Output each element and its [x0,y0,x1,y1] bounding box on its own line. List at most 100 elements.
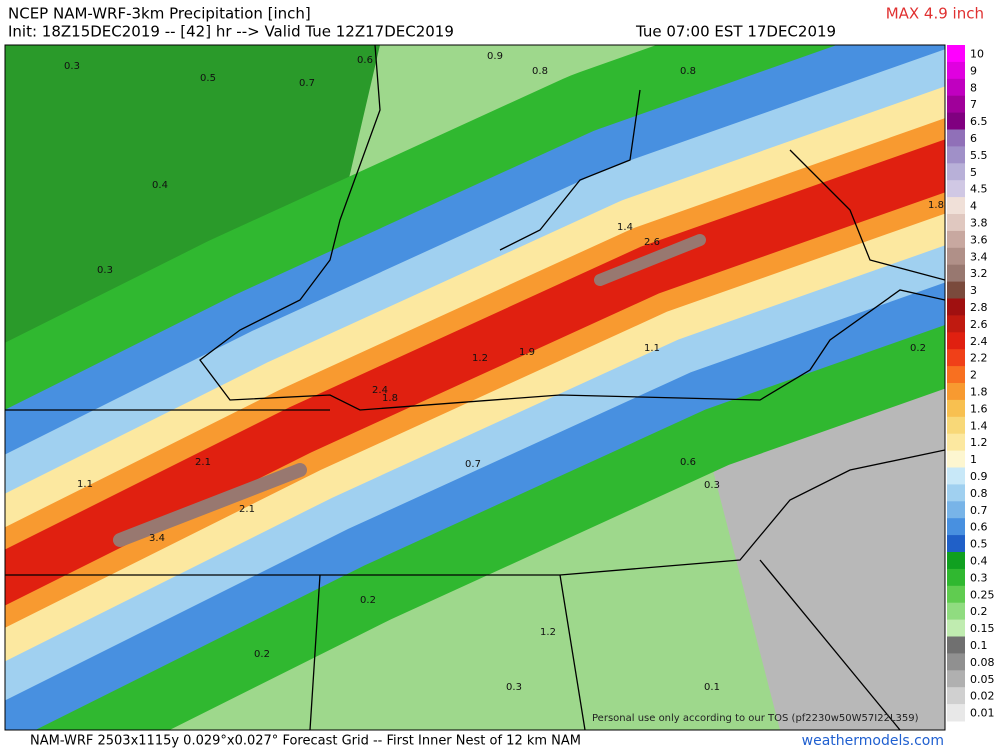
colorbar-label: 0.05 [970,673,995,686]
colorbar-swatch [947,416,965,435]
colorbar-swatch [947,247,965,266]
map-value-label: 0.5 [200,73,216,84]
map-value-label: 1.8 [382,393,398,404]
colorbar-swatch [947,230,965,249]
colorbar-label: 4.5 [970,183,988,196]
map-value-label: 0.3 [97,265,113,276]
colorbar-label: 1.2 [970,436,988,449]
colorbar-label: 0.15 [970,622,995,635]
map-value-label: 0.8 [680,66,696,77]
footer-grid: NAM-WRF 2503x1115y 0.029°x0.027° Forecas… [30,734,581,749]
colorbar-label: 1.6 [970,402,988,415]
colorbar-label: 0.02 [970,690,995,703]
colorbar-swatch [947,264,965,283]
colorbar-label: 1 [970,453,977,466]
max-value: MAX 4.9 inch [886,5,984,23]
colorbar-label: 2.2 [970,352,988,365]
colorbar-swatch [947,180,965,198]
colorbar-label: 0.25 [970,588,995,601]
colorbar-label: 8 [970,81,977,94]
map-value-label: 0.3 [704,480,720,491]
colorbar-label: 5 [970,166,977,179]
colorbar-label: 0.6 [970,521,988,534]
colorbar-swatch [947,197,965,215]
colorbar-label: 10 [970,47,984,60]
valid-time: Tue 07:00 EST 17DEC2019 [635,23,836,41]
colorbar-label: 4 [970,200,977,213]
map-value-label: 1.2 [540,627,556,638]
colorbar-swatch [947,450,965,468]
map-value-label: 1.9 [519,347,535,358]
footer-site: weathermodels.com [802,733,944,749]
colorbar-swatch [947,501,965,519]
colorbar-swatch [947,518,965,536]
map-value-label: 0.7 [465,459,481,470]
band-max [594,234,706,286]
map-value-label: 1.1 [644,343,660,354]
colorbar-swatch [947,95,965,114]
map-value-label: 0.7 [299,78,315,89]
colorbar-label: 6 [970,132,977,145]
map-value-label: 1.2 [472,353,488,364]
colorbar-label: 0.3 [970,571,988,584]
colorbar-swatch [947,146,965,164]
colorbar-label: 7 [970,98,977,111]
map-value-label: 0.8 [532,66,548,77]
colorbar-swatch [947,535,965,553]
colorbar-swatch [947,619,965,637]
band-red [5,139,945,606]
colorbar-label: 0.8 [970,487,988,500]
colorbar-label: 2.8 [970,301,988,314]
colorbar-label: 3.8 [970,216,988,229]
colorbar-swatch [947,349,965,367]
map-value-label: 0.4 [152,180,168,191]
colorbar-swatch [947,129,965,147]
colorbar-label: 0.2 [970,605,988,618]
colorbar-swatch [947,383,965,401]
map-value-label: 0.6 [357,55,373,66]
colorbar-label: 2.6 [970,318,988,331]
map-value-label: 0.9 [487,51,503,62]
map-value-label: 2.6 [644,237,660,248]
grey-region [700,380,945,730]
colorbar-swatch [947,484,965,502]
colorbar-swatch [947,298,965,316]
init-time: Init: 18Z15DEC2019 -- [42] hr --> Valid … [8,23,454,41]
map-value-label: 2.4 [372,385,388,396]
map-value-label: 0.1 [704,682,720,693]
map-frame [4,44,946,731]
colorbar-label: 5.5 [970,149,988,162]
map-value-label: 0.2 [360,595,376,606]
colorbar-swatch [947,163,965,181]
colorbar-label: 1.4 [970,419,988,432]
border [789,149,945,281]
title: NCEP NAM-WRF-3km Precipitation [inch] [8,5,311,23]
state-borders [5,45,945,730]
colorbar-swatch [947,214,965,232]
colorbar-swatch [947,332,965,350]
map-value-label: 2.1 [239,504,255,515]
map-value-label: 1.1 [77,479,93,490]
colorbar-swatch [947,653,965,671]
map-value-label: 0.3 [64,61,80,72]
colorbar-label: 0.5 [970,538,988,551]
colorbar-swatch [947,568,965,587]
colorbar-swatch [947,636,965,654]
map-value-label: 0.3 [506,682,522,693]
tos-note: Personal use only according to our TOS (… [592,713,919,724]
band-max [113,463,307,547]
colorbar-swatch [947,585,965,604]
border [499,89,641,251]
map-labels: 0.3 0.5 0.6 0.7 0.9 0.8 0.8 0.4 0.3 1.4 2.6 1.8 1.2 1… [64,51,944,693]
colorbar-label: 9 [970,64,977,77]
colorbar-swatch [947,704,965,722]
map-value-label: 0.2 [910,343,926,354]
colorbar-label: 0.08 [970,656,995,669]
map-value-label: 2.1 [195,457,211,468]
border [309,559,901,730]
map-value-label: 1.4 [617,222,633,233]
colorbar-label: 3.6 [970,233,988,246]
colorbar-swatch [947,552,965,570]
